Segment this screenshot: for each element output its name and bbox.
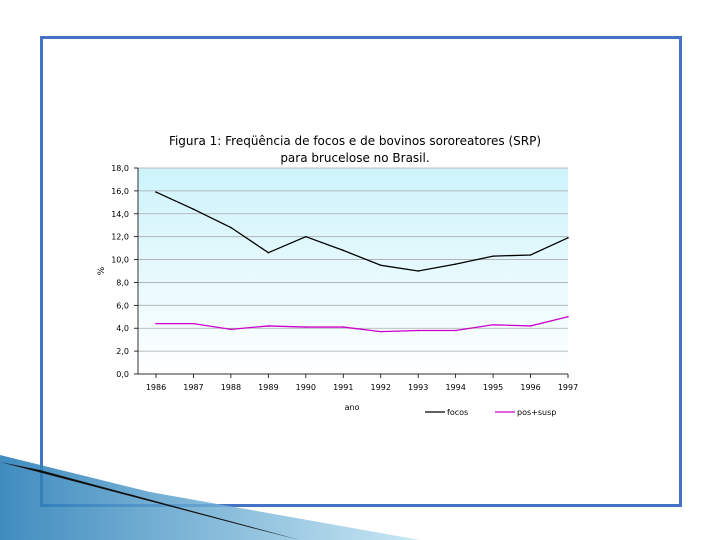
- data-point: [230, 328, 232, 331]
- data-point: [417, 270, 419, 272]
- data-point: [454, 263, 457, 265]
- data-point: [379, 330, 382, 333]
- y-tick-label: 12,0: [111, 233, 129, 242]
- black-swoosh: [0, 462, 300, 540]
- legend-label-pos-susp: pos+susp: [517, 408, 556, 417]
- data-point: [492, 323, 494, 326]
- data-point: [417, 329, 419, 332]
- plot-area: [138, 168, 568, 374]
- data-point: [305, 326, 307, 328]
- x-tick-label: 1987: [183, 383, 203, 392]
- data-point: [567, 237, 569, 239]
- data-point: [267, 251, 270, 254]
- y-tick-label: 6,0: [116, 301, 129, 310]
- x-tick-label: 1989: [258, 383, 278, 392]
- data-point: [529, 325, 532, 327]
- data-point: [342, 249, 345, 252]
- data-point: [342, 326, 345, 328]
- y-tick-label: 8,0: [116, 278, 129, 287]
- x-tick-label: 1995: [483, 383, 503, 392]
- chart-subtitle: para brucelose no Brasil.: [280, 151, 429, 165]
- y-tick-label: 10,0: [111, 256, 129, 265]
- legend-label-focos: focos: [447, 408, 468, 417]
- y-tick-label: 0,0: [116, 370, 129, 379]
- data-point: [155, 322, 157, 325]
- x-tick-label: 1997: [558, 383, 578, 392]
- x-tick-label: 1996: [520, 383, 540, 392]
- chart-title: Figura 1: Freqüência de focos e de bovin…: [169, 134, 541, 148]
- x-axis-label: ano: [345, 403, 360, 412]
- x-tick-label: 1994: [445, 383, 465, 392]
- y-tick-label: 14,0: [111, 210, 129, 219]
- x-tick-label: 1991: [333, 383, 353, 392]
- x-tick-label: 1988: [221, 383, 241, 392]
- data-point: [230, 226, 232, 229]
- data-point: [492, 255, 494, 257]
- data-point: [567, 315, 569, 318]
- y-tick-label: 16,0: [111, 187, 129, 196]
- blue-swoosh: [0, 455, 420, 540]
- y-tick-label: 18,0: [111, 164, 129, 173]
- data-point: [267, 325, 270, 327]
- series-line-focos: [155, 191, 569, 272]
- data-point: [192, 322, 195, 325]
- data-point: [379, 264, 382, 267]
- series-line-pos-susp: [156, 316, 569, 333]
- x-tick-label: 1990: [296, 383, 316, 392]
- data-point: [305, 235, 307, 238]
- y-tick-label: 4,0: [116, 324, 129, 333]
- data-point: [192, 208, 195, 210]
- x-tick-label: 1986: [146, 383, 166, 392]
- data-point: [529, 254, 532, 256]
- data-point: [155, 191, 157, 193]
- x-tick-label: 1993: [408, 383, 428, 392]
- data-point: [454, 329, 457, 332]
- y-tick-label: 2,0: [116, 347, 129, 356]
- y-axis-label: %: [97, 266, 107, 275]
- x-tick-label: 1992: [371, 383, 391, 392]
- legend: focos pos+susp: [425, 408, 556, 417]
